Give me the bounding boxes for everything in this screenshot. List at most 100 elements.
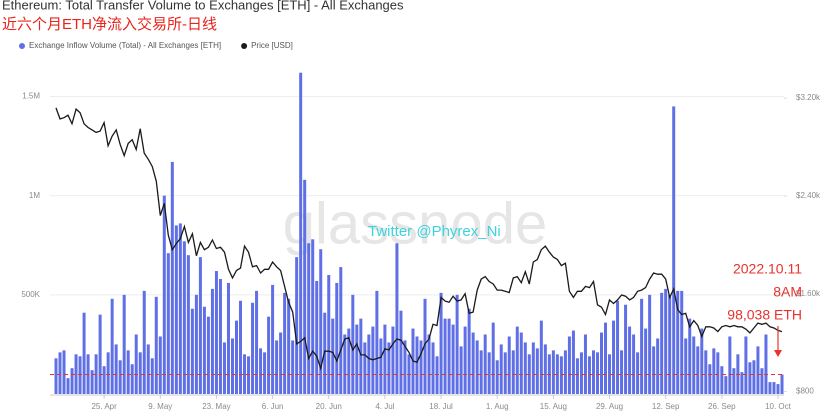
bar — [624, 304, 628, 394]
bar — [503, 352, 507, 394]
bar — [122, 294, 126, 394]
bar — [138, 352, 142, 394]
bar — [567, 336, 571, 394]
watermark: glassnode — [283, 191, 547, 256]
bar — [142, 290, 146, 394]
legend-label: Exchange Inflow Volume (Total) - All Exc… — [29, 41, 221, 50]
legend-marker — [19, 43, 25, 49]
credit: Twitter @Phyrex_Ni — [368, 223, 501, 240]
bar — [487, 352, 491, 394]
bar — [704, 350, 708, 394]
bar — [239, 300, 243, 394]
bar — [575, 358, 579, 394]
bar — [772, 382, 776, 394]
x-tick-label: 10. Oct — [765, 402, 792, 411]
bar — [692, 336, 696, 394]
chart-title: Ethereum: Total Transfer Volume to Excha… — [2, 0, 404, 12]
bar — [154, 296, 158, 394]
x-tick-label: 4. Jul — [375, 402, 394, 411]
bar — [752, 360, 756, 394]
x-tick-label: 12. Sep — [652, 402, 680, 411]
bar — [150, 358, 154, 394]
bar — [708, 364, 712, 394]
y-tick-label: 1M — [29, 191, 40, 200]
bar — [395, 243, 399, 394]
bar — [483, 334, 487, 394]
bar — [70, 368, 74, 394]
bar — [632, 334, 636, 394]
price-line — [55, 107, 783, 371]
bar — [744, 336, 748, 394]
bar — [467, 308, 471, 394]
bar — [491, 322, 495, 394]
x-tick-label: 23. May — [202, 402, 230, 411]
bar — [243, 354, 247, 394]
bar — [375, 290, 379, 394]
x-tick-label: 15. Aug — [540, 402, 567, 411]
bar — [724, 376, 728, 394]
bar — [387, 342, 391, 394]
bar — [676, 290, 680, 394]
bar — [764, 334, 768, 394]
bar — [66, 378, 70, 394]
plot — [50, 72, 784, 395]
bar — [170, 161, 174, 394]
bar — [419, 340, 423, 394]
bar — [178, 223, 182, 394]
bar — [656, 338, 660, 394]
bar — [275, 340, 279, 394]
bar — [255, 290, 259, 394]
bar — [684, 338, 688, 394]
bar — [688, 318, 692, 394]
x-tick-label: 18. Jul — [429, 402, 453, 411]
bar — [222, 342, 226, 394]
bar — [587, 356, 591, 394]
bar — [347, 328, 351, 394]
bar — [303, 179, 307, 394]
bar — [363, 342, 367, 394]
bar — [263, 352, 267, 394]
bar — [543, 344, 547, 394]
y-tick-label: 1.5M — [22, 92, 40, 101]
bar — [331, 318, 335, 394]
bar — [455, 294, 459, 394]
annotation: 2022.10.11 — [733, 261, 802, 277]
bar — [716, 352, 720, 394]
bar — [74, 354, 78, 394]
bar — [571, 330, 575, 394]
bar — [194, 294, 198, 394]
bar — [335, 282, 339, 394]
y2-tick-label: $3.20k — [796, 93, 821, 102]
bar — [106, 352, 110, 394]
bar — [600, 332, 604, 394]
bar — [291, 340, 295, 394]
legend-marker — [241, 43, 248, 49]
annotations: 2022.10.11 8AM 98,038 ETH — [727, 261, 802, 357]
x-tick-label: 6. Jun — [262, 402, 284, 411]
bar — [190, 308, 194, 394]
bar — [780, 374, 784, 394]
bar — [583, 334, 587, 394]
x-tick-label: 1. Aug — [486, 402, 509, 411]
bar — [776, 384, 780, 394]
bar — [579, 352, 583, 394]
bar — [427, 334, 431, 394]
bar — [640, 298, 644, 394]
bar — [202, 306, 206, 394]
bar — [146, 344, 150, 394]
bar — [563, 350, 567, 394]
bar — [636, 352, 640, 394]
bar — [247, 356, 251, 394]
bar — [748, 362, 752, 394]
bar — [696, 346, 700, 394]
bar — [720, 366, 724, 394]
bar — [463, 326, 467, 394]
bar — [535, 348, 539, 394]
grid: 500K 1M 1.5M $800 $1.60k $2.40k $3.20k 25. Apr 9… — [21, 92, 821, 412]
bar — [604, 322, 608, 394]
bar — [54, 358, 58, 394]
bar — [539, 320, 543, 394]
bar — [519, 332, 523, 394]
bar — [435, 356, 439, 394]
bar — [319, 249, 323, 394]
